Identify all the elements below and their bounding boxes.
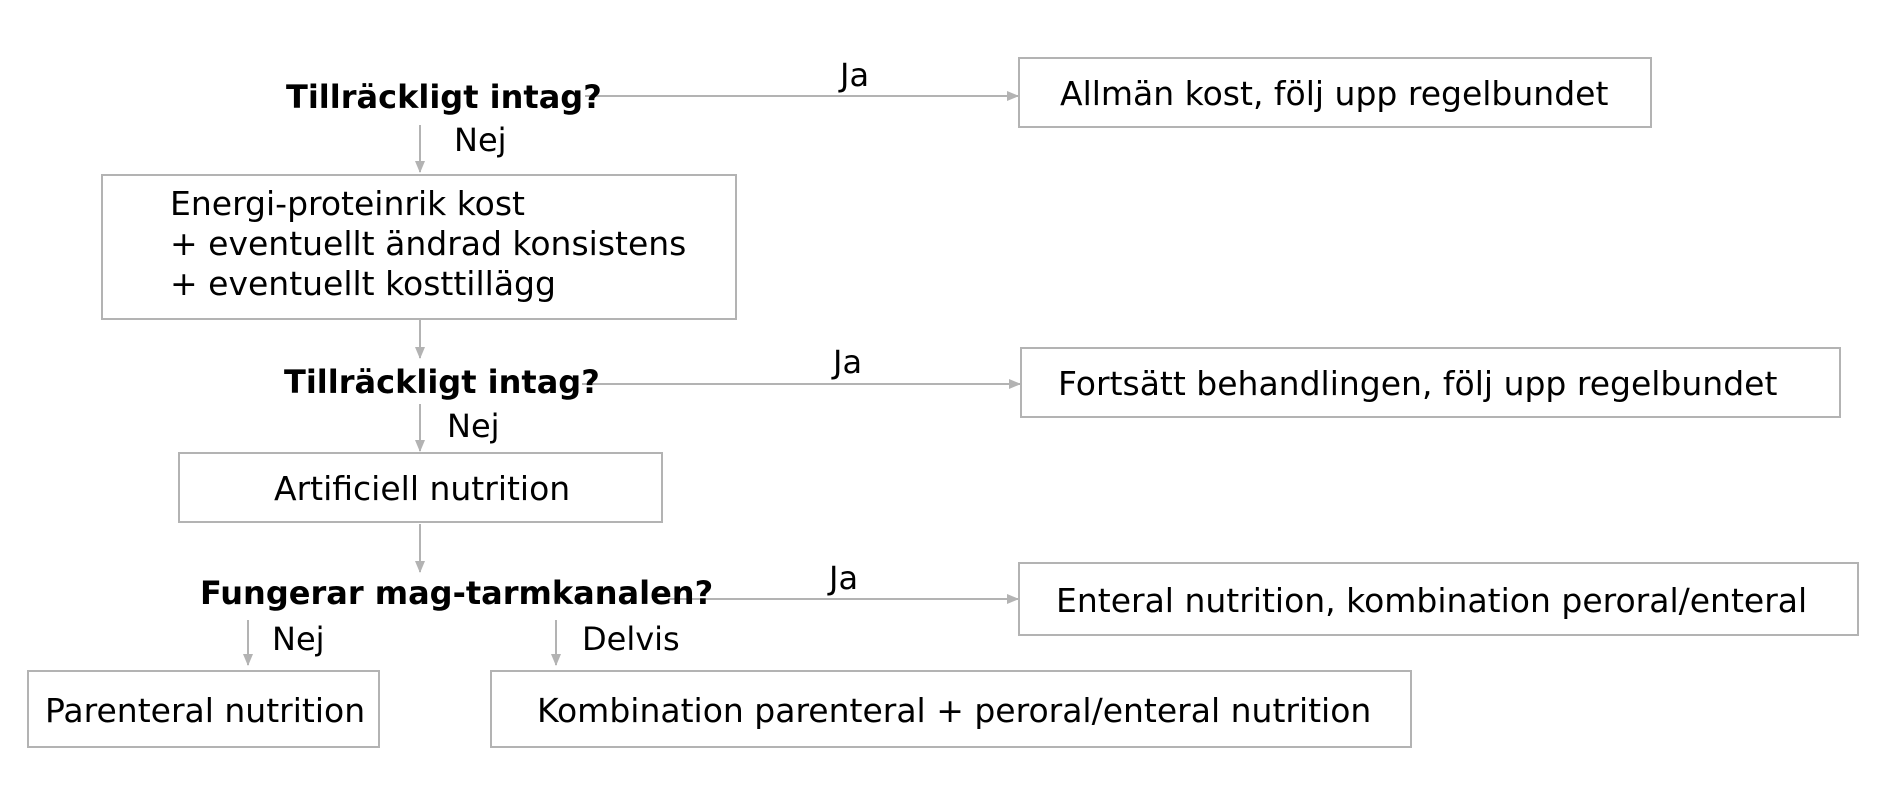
- box-fortsatt: Fortsätt behandlingen, följ upp regelbun…: [1020, 347, 1841, 418]
- edge-label-delvis: Delvis: [582, 620, 680, 658]
- energi-line-1: Energi-proteinrik kost: [170, 184, 525, 223]
- edge-label-nej-1: Nej: [454, 121, 507, 159]
- box-parenteral-label: Parenteral nutrition: [45, 691, 366, 730]
- energi-line-2: + eventuellt ändrad konsistens: [170, 224, 687, 263]
- edge-label-ja-1: Ja: [840, 56, 870, 94]
- box-parenteral: Parenteral nutrition: [27, 670, 380, 748]
- box-artificiell-label: Artificiell nutrition: [274, 469, 571, 508]
- box-allman-kost: Allmän kost, följ upp regelbundet: [1018, 57, 1652, 128]
- decision-q2: Tillräckligt intag?: [284, 363, 600, 401]
- box-kombination: Kombination parenteral + peroral/enteral…: [490, 670, 1412, 748]
- edge-label-ja-3: Ja: [829, 559, 859, 597]
- box-enteral-label: Enteral nutrition, kombination peroral/e…: [1056, 581, 1808, 620]
- box-energi-proteinrik: Energi-proteinrik kost + eventuellt ändr…: [101, 174, 737, 320]
- box-kombination-label: Kombination parenteral + peroral/enteral…: [537, 691, 1372, 730]
- box-energi-lines: Energi-proteinrik kost + eventuellt ändr…: [170, 184, 686, 304]
- edge-label-nej-2: Nej: [447, 407, 500, 445]
- energi-line-3: + eventuellt kosttillägg: [170, 264, 556, 303]
- decision-q3: Fungerar mag-tarmkanalen?: [200, 574, 714, 612]
- edge-label-nej-3: Nej: [272, 620, 325, 658]
- edge-label-ja-2: Ja: [833, 343, 863, 381]
- box-allman-kost-label: Allmän kost, följ upp regelbundet: [1060, 74, 1609, 113]
- decision-q1: Tillräckligt intag?: [286, 78, 602, 116]
- box-fortsatt-label: Fortsätt behandlingen, följ upp regelbun…: [1058, 364, 1778, 403]
- box-enteral: Enteral nutrition, kombination peroral/e…: [1018, 562, 1859, 636]
- box-artificiell: Artificiell nutrition: [178, 452, 663, 523]
